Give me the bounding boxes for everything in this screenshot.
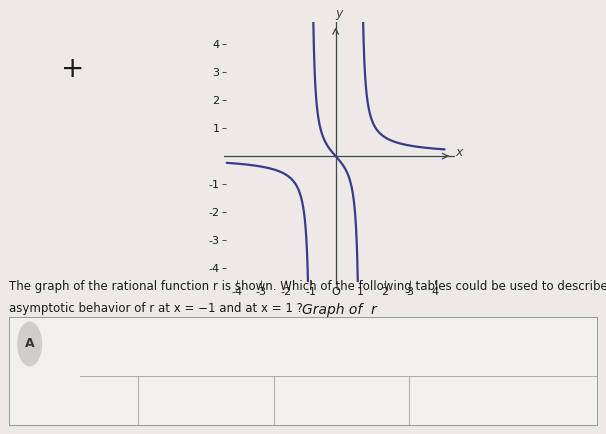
Text: y: y bbox=[335, 7, 342, 20]
Text: x: x bbox=[456, 146, 463, 159]
Text: Graph of  r: Graph of r bbox=[302, 303, 377, 317]
Text: +: + bbox=[61, 56, 84, 83]
Text: The graph of the rational function r is shown. Which of the following tables cou: The graph of the rational function r is … bbox=[9, 280, 606, 293]
Text: asymptotic behavior of r at x = −1 and at x = 1 ?: asymptotic behavior of r at x = −1 and a… bbox=[9, 302, 303, 315]
Text: A: A bbox=[25, 338, 35, 350]
Circle shape bbox=[18, 322, 41, 365]
